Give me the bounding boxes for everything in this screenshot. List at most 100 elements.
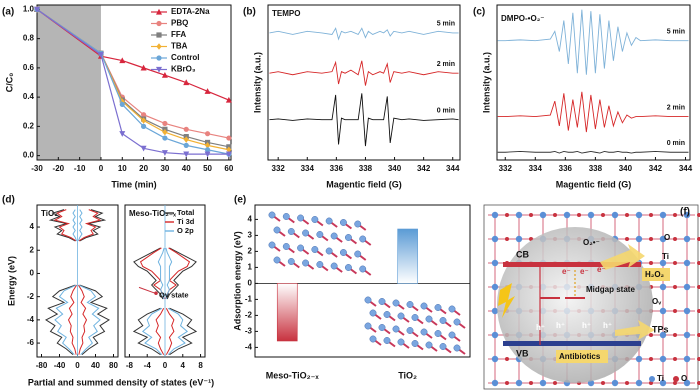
lattice-atom bbox=[577, 213, 581, 217]
marker bbox=[34, 6, 40, 13]
conduction-band bbox=[503, 262, 641, 267]
atom-label: Ti bbox=[662, 252, 669, 261]
dos-curve-mirror bbox=[132, 247, 164, 356]
x-tick-label: 20 bbox=[139, 164, 148, 173]
lattice-atom bbox=[649, 333, 653, 337]
marker bbox=[119, 101, 125, 108]
species-label: O₂•⁻ bbox=[583, 238, 600, 247]
marker bbox=[204, 88, 211, 94]
lattice-atom bbox=[515, 235, 523, 243]
legend-label: Ti bbox=[657, 374, 664, 383]
lattice-atom bbox=[659, 307, 667, 315]
structure-atom bbox=[325, 247, 333, 255]
structure-atom bbox=[311, 246, 319, 253]
axes-frame bbox=[267, 4, 461, 161]
lattice-atom bbox=[697, 357, 700, 361]
y-tick-label: -3 bbox=[245, 327, 253, 336]
lattice-atom bbox=[505, 381, 509, 385]
dos-curve-mirror bbox=[139, 247, 165, 355]
lattice-atom bbox=[491, 211, 499, 219]
marker bbox=[162, 129, 168, 136]
hole-label: h⁺ bbox=[536, 323, 545, 332]
marker bbox=[204, 142, 211, 149]
series-line bbox=[497, 9, 689, 75]
structure-atom bbox=[302, 229, 310, 237]
shaded-region bbox=[37, 5, 101, 160]
x-tick-label: 60 bbox=[224, 164, 233, 173]
x-tick-label: 10 bbox=[118, 164, 127, 173]
structure-atom bbox=[297, 244, 305, 252]
lattice-atom bbox=[659, 211, 667, 219]
y-tick-label: -4 bbox=[27, 315, 35, 324]
marker bbox=[140, 123, 147, 129]
lattice-atom bbox=[649, 261, 653, 265]
x-tick-label: -8 bbox=[126, 361, 134, 370]
bar bbox=[397, 228, 418, 284]
lattice-atom bbox=[649, 213, 653, 217]
x-tick-label: -10 bbox=[74, 164, 86, 173]
structure-atom bbox=[448, 305, 456, 313]
structure-atom bbox=[354, 220, 362, 228]
y-axis-title: Intensity (a.u.) bbox=[252, 52, 262, 113]
lattice-atom bbox=[539, 211, 547, 219]
structure-atom bbox=[339, 219, 347, 226]
marker bbox=[140, 117, 147, 124]
structure-atom bbox=[434, 304, 442, 311]
legend-marker bbox=[156, 8, 162, 15]
lattice-atom bbox=[491, 259, 499, 267]
annotation: Ov state bbox=[159, 290, 189, 299]
y-tick-label: -6 bbox=[27, 338, 35, 347]
lattice-atom bbox=[491, 355, 499, 363]
structure-atom bbox=[392, 299, 400, 307]
legend-label: TBA bbox=[171, 42, 188, 51]
x-tick-label: Meso-TiO₂₋ₓ bbox=[266, 370, 320, 380]
structure-atom bbox=[354, 250, 362, 258]
lattice-atom bbox=[587, 211, 595, 219]
panel-title: TiO₂ bbox=[41, 209, 58, 218]
legend-marker bbox=[156, 66, 162, 73]
lattice-atom bbox=[659, 331, 667, 339]
panel-label: (a) bbox=[2, 7, 14, 18]
x-tick-label: 0 bbox=[75, 361, 80, 370]
structure-atom bbox=[273, 256, 281, 264]
lattice-atom bbox=[491, 379, 499, 387]
lattice-atom bbox=[683, 331, 691, 339]
x-tick-label: 344 bbox=[679, 164, 693, 173]
legend-label: O 2p bbox=[177, 226, 194, 235]
y-tick-label: 0.8 bbox=[23, 34, 35, 43]
x-tick-label: 342 bbox=[649, 164, 663, 173]
marker bbox=[183, 136, 189, 143]
x-tick-label: 80 bbox=[109, 361, 118, 370]
structure-atom bbox=[369, 335, 377, 343]
y-tick-label: 0.6 bbox=[23, 63, 35, 72]
lattice-atom bbox=[491, 235, 499, 243]
lattice-atom bbox=[697, 261, 700, 265]
marker bbox=[162, 120, 168, 127]
electron-label: e⁻ bbox=[597, 265, 606, 274]
marker bbox=[225, 151, 232, 158]
structure-atom bbox=[316, 231, 324, 238]
x-tick-label: 332 bbox=[272, 164, 286, 173]
lattice-atom bbox=[659, 235, 667, 243]
marker bbox=[161, 71, 168, 78]
x-tick-label: 0 bbox=[99, 164, 104, 173]
structure-atom bbox=[311, 216, 319, 223]
legend-marker bbox=[156, 55, 162, 61]
panel-label: (d) bbox=[2, 195, 15, 206]
y-tick-label: 0 bbox=[248, 279, 253, 288]
y-tick-label: 2 bbox=[248, 247, 253, 256]
marker bbox=[119, 131, 126, 137]
midgap-label: Midgap state bbox=[586, 285, 635, 294]
product-label: TPs bbox=[652, 324, 669, 334]
marker bbox=[162, 135, 168, 141]
x-tick-label: 336 bbox=[330, 164, 344, 173]
marker bbox=[97, 52, 104, 58]
lattice-atom bbox=[673, 213, 677, 217]
structure-atom bbox=[397, 338, 405, 346]
lattice-atom bbox=[529, 213, 533, 217]
dos-curve-mirror bbox=[141, 247, 165, 356]
lattice-atom bbox=[611, 379, 619, 387]
lattice-atom bbox=[553, 381, 557, 385]
structure-atom bbox=[273, 226, 281, 234]
x-axis-title: Magentic field (G) bbox=[556, 179, 632, 189]
